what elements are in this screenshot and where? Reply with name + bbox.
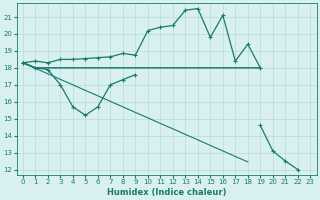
X-axis label: Humidex (Indice chaleur): Humidex (Indice chaleur) xyxy=(107,188,226,197)
